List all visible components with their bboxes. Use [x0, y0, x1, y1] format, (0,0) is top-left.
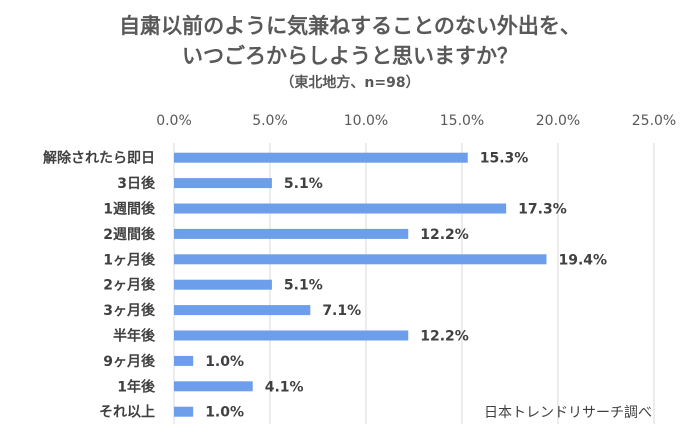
- bar: [174, 330, 409, 341]
- bar: [174, 254, 547, 265]
- bar: [174, 152, 468, 163]
- data-label: 1.0%: [205, 405, 244, 421]
- data-label: 1.0%: [205, 354, 244, 370]
- x-tick-label: 0.0%: [156, 113, 192, 129]
- category-label: 半年後: [113, 328, 156, 345]
- bar: [174, 178, 272, 189]
- category-label: それ以上: [99, 405, 155, 421]
- bar: [174, 381, 253, 392]
- source-note: 日本トレンドリサーチ調べ: [484, 405, 652, 421]
- category-label: 3ヶ月後: [103, 302, 156, 319]
- bar: [174, 406, 194, 417]
- category-label: 1年後: [117, 378, 156, 395]
- category-label: 3日後: [117, 175, 156, 192]
- x-tick-label: 10.0%: [344, 113, 388, 129]
- data-label: 12.2%: [420, 227, 469, 243]
- category-label: 1ヶ月後: [103, 251, 156, 268]
- data-label: 4.1%: [265, 379, 304, 395]
- bar: [174, 305, 311, 316]
- data-label: 17.3%: [518, 202, 567, 218]
- category-label: 1週間後: [103, 201, 156, 218]
- x-tick-label: 15.0%: [440, 113, 484, 129]
- data-label: 7.1%: [322, 303, 361, 319]
- bar: [174, 355, 194, 366]
- category-label: 9ヶ月後: [103, 353, 156, 370]
- x-tick-label: 20.0%: [536, 113, 580, 129]
- category-label: 2週間後: [103, 226, 156, 243]
- category-label: 解除されたら即日: [43, 150, 155, 167]
- bar: [174, 203, 507, 214]
- data-label: 5.1%: [284, 278, 323, 294]
- data-label: 5.1%: [284, 176, 323, 192]
- data-label: 15.3%: [480, 151, 529, 167]
- bar: [174, 279, 272, 290]
- data-label: 12.2%: [420, 329, 469, 345]
- chart-subtitle: （東北地方、n=98）: [280, 75, 420, 91]
- data-label: 19.4%: [558, 252, 607, 268]
- bar: [174, 228, 409, 239]
- chart-title-line2: いつごろからしようと思いますか？: [182, 44, 518, 68]
- x-tick-label: 5.0%: [252, 113, 288, 129]
- category-label: 2ヶ月後: [103, 277, 156, 294]
- x-tick-label: 25.0%: [632, 113, 676, 129]
- chart-title-line1: 自粛以前のように気兼ねすることのない外出を、: [119, 14, 581, 38]
